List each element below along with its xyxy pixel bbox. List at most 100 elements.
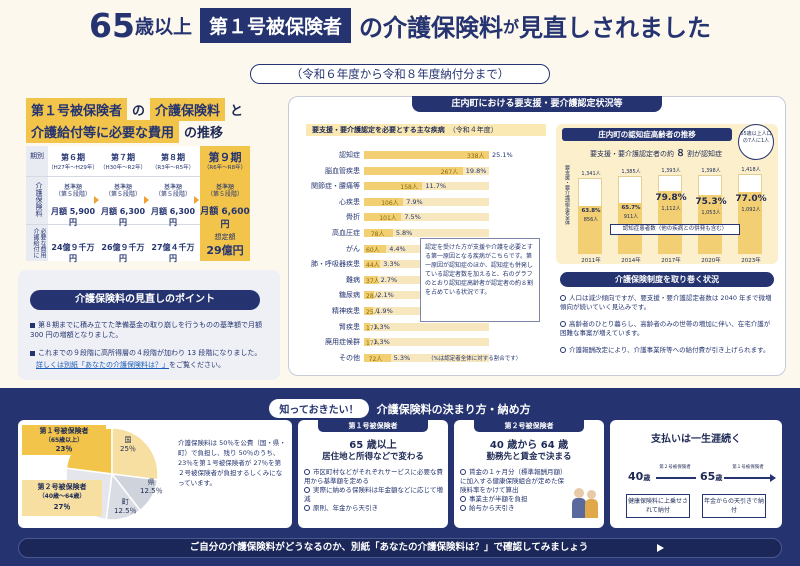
bar: [364, 197, 404, 206]
period-cost: 29億円: [206, 244, 244, 257]
bar-value: 106人: [381, 199, 399, 207]
dementia-value: 1,092人: [741, 207, 761, 214]
dementia-title: 庄内町の認知症高齢者の推移: [562, 128, 732, 141]
period-years: （R3年〜R5年）: [151, 165, 195, 171]
total-value: 1,393人: [661, 168, 681, 175]
status-item-3: 介護報酬改定により、介護事業所等への給付費が引き上げられます。: [560, 346, 776, 355]
bar: [364, 338, 371, 347]
period-col-7: 第７期 （H30年〜R2年） 基準額 （第５段階） 月額 6,300円 26億９…: [98, 146, 148, 263]
card3-box1: 健康保険料に上乗せされて納付: [626, 494, 690, 518]
bar-value: 158人: [400, 184, 418, 192]
card2-item: 給与から天引き: [460, 504, 568, 513]
left-heading-line1: 第１号被保険者の介護保険料と: [26, 98, 243, 121]
bar: [364, 213, 402, 222]
total-value: 1,341人: [581, 171, 601, 178]
bar: [364, 275, 378, 284]
bar-label: 脳血管疾患: [325, 166, 360, 175]
bar-track: [364, 182, 489, 191]
bar-label: 心疾患: [339, 197, 360, 206]
period-years: （H30年〜R2年）: [100, 165, 146, 171]
point-1-text: 第８期までに積み立てた準備基金の取り崩しを行うものの基準額で月額 300 円の増…: [30, 321, 262, 339]
bar-track: [364, 229, 489, 237]
pie-label-ken: 県 12.5％: [140, 478, 163, 495]
bar-value: 17人: [366, 340, 380, 348]
bar-percent: 19.8%: [465, 166, 487, 175]
point-2: これまでの９段階に高所得層の４段階が加わり 13 段階になりました。: [30, 348, 270, 358]
card2-headline2: 勤務先と賃金で決まる: [486, 452, 572, 462]
bar-label: 廃用症候群: [325, 338, 360, 347]
period-fee: 月額 5,900円: [50, 207, 96, 227]
banner-text: ご自分の介護保険料がどうなるのか、別紙「あなたの介護保険料は？」で確認してみまし…: [189, 542, 589, 553]
bar-value: 101人: [379, 215, 397, 223]
bullet-icon: [460, 496, 466, 502]
points-title: 介護保険料の見直しのポイント: [30, 290, 260, 310]
bar-value: 25人: [366, 309, 380, 316]
year-label: 2023年: [741, 258, 761, 264]
bar-percent: 7.5%: [404, 213, 421, 222]
bar-label: 腎疾患: [339, 322, 360, 331]
card-lifetime: [610, 420, 782, 528]
bar-value: 44人: [366, 262, 380, 270]
bar-label: 認知症: [339, 151, 360, 159]
bar: [364, 307, 374, 315]
year-label: 2014年: [621, 258, 641, 264]
card1-item: 市区町村などがそれぞれサービスに必要な費用から基準額を定める: [304, 468, 443, 485]
bar-track: [364, 197, 489, 206]
period-fee: 月額 6,600円: [200, 207, 250, 230]
dementia-value: 856人: [583, 216, 599, 223]
period-name: 第６期: [61, 153, 85, 162]
bar-track: [364, 353, 489, 362]
bar-percent: 3.3%: [383, 260, 400, 269]
card1-item: 原則、年金から天引き: [304, 504, 444, 513]
bar-value: 338人: [467, 153, 485, 160]
arrow-line: [656, 477, 696, 479]
period-cost: 26億９千万円: [101, 243, 145, 263]
bullet-icon: [30, 350, 35, 356]
bar-label: その他: [339, 353, 360, 362]
card1-headline1: 65 歳以上: [349, 440, 397, 451]
card-first-insured: [298, 420, 448, 528]
page-subtitle: （令和６年度から令和８年度納付分まで）: [250, 64, 550, 84]
period-col-6: 第６期 （H27年〜H29年） 基準額 （第５段階） 月額 5,900円 24億…: [48, 146, 98, 263]
card2-item: 事業主が半額を負担: [460, 495, 568, 504]
period-years: （H27年〜H29年）: [48, 165, 98, 171]
dementia-rate: 75.3%: [695, 196, 727, 207]
points-link[interactable]: 詳しくは別紙「あなたの介護保険料は？」: [36, 361, 169, 369]
dementia-value: 911人: [623, 213, 639, 220]
bar-value: 267人: [440, 168, 459, 176]
period-level: 基準額 （第５段階）: [206, 184, 243, 198]
point-link-line: 詳しくは別紙「あなたの介護保険料は？」をご覧ください。: [36, 360, 276, 370]
bottom-banner[interactable]: ご自分の介護保険料がどうなるのか、別紙「あなたの介護保険料は？」で確認してみまし…: [18, 538, 782, 558]
period-cost: 27億４千万円: [151, 243, 195, 263]
year-label: 2020年: [701, 258, 721, 264]
bar-value: 28人: [366, 293, 380, 301]
dementia-circle-badge: 65歳以上人口の7人に1人: [738, 124, 774, 160]
bullet-icon: [304, 469, 310, 475]
dementia-rate: 65.7%: [621, 204, 641, 211]
bar-percent: 25.1%: [492, 151, 513, 159]
bar: [364, 244, 387, 253]
bar-value: 72人: [368, 355, 383, 363]
card1-headline2: 居住地と所得などで変わる: [322, 452, 424, 462]
point-2-text: これまでの９段階に高所得層の４段階が加わり 13 段階になりました。: [38, 349, 262, 357]
pie-explanation: 介護保険料は 50％を公費（国・県・町）で負担し、残り 50％のうち、23％を第…: [178, 439, 286, 487]
points-link-tail: をご覧ください。: [169, 361, 225, 369]
period-cost-label: 想定額: [214, 233, 236, 241]
bullet-icon: [560, 347, 566, 353]
bar: [364, 182, 423, 191]
dementia-legend: 認知症患者数（他の疾病との併発も含む）: [610, 224, 740, 235]
dementia-value: 1,053人: [701, 209, 721, 216]
bullet-icon: [560, 295, 566, 301]
dementia-rate: 63.8%: [581, 207, 601, 214]
bar-percent: 1.3%: [373, 322, 390, 331]
left-heading-badge2: 介護保険料: [150, 98, 226, 121]
dementia-subtitle: 要支援・要介護認定者の約 ８ 割が認知症: [590, 149, 723, 159]
bar-label: がん: [346, 244, 360, 253]
bar-label: 難病: [346, 275, 360, 284]
arrow-icon: [94, 196, 99, 204]
bar-label: 精神疾患: [332, 307, 360, 315]
title-part-c: が: [502, 17, 519, 37]
bar-percent: 7.9%: [406, 197, 423, 206]
bar-percent: 5.3%: [393, 353, 411, 362]
card1-item: 実際に納める保険料は年金額などに応じて増減: [304, 486, 443, 503]
